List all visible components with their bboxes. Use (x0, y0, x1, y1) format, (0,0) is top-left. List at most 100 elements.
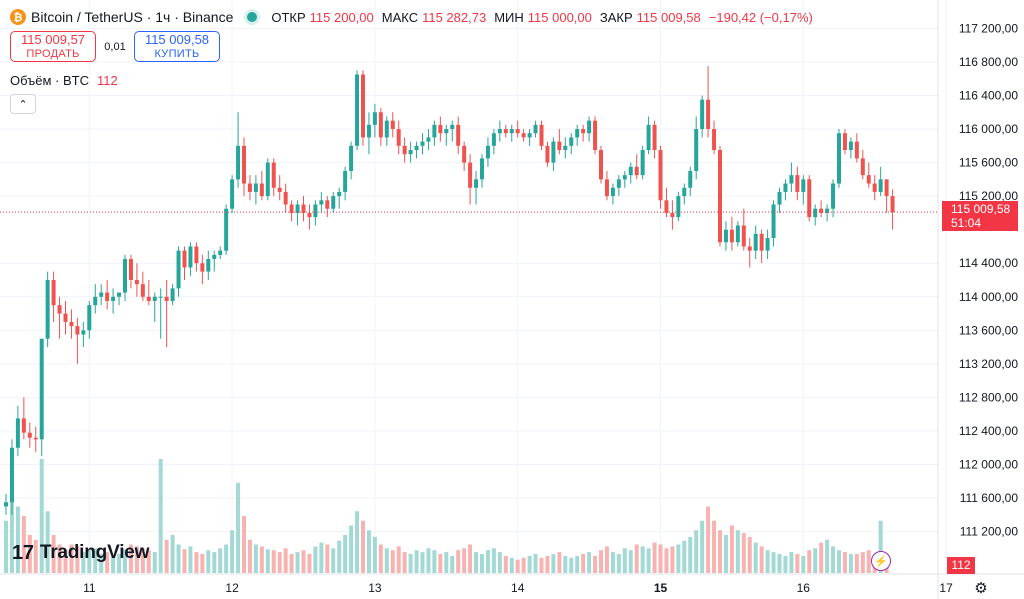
candle-body (218, 250, 223, 255)
volume-bar (741, 533, 746, 573)
candle-body (51, 280, 56, 306)
candle-body (557, 141, 562, 150)
volume-bar (831, 546, 836, 573)
volume-bar (111, 555, 116, 573)
candle-body (860, 158, 865, 176)
candle-body (884, 179, 889, 197)
price-tick-label: 116 000,00 (959, 122, 1018, 136)
price-tick-label: 117 200,00 (959, 21, 1018, 35)
volume-bar (599, 550, 603, 573)
volume-bar (771, 552, 776, 573)
candle-body (99, 292, 104, 297)
time-tick-label: 12 (225, 581, 239, 595)
sell-button[interactable]: 115 009,57 ПРОДАТЬ (10, 31, 96, 62)
volume-bar (117, 554, 122, 573)
candle-body (396, 129, 401, 146)
last-price-value: 115 009,58 (951, 202, 1011, 216)
settings-gear-icon[interactable]: ⚙ (974, 580, 988, 597)
volume-bar (396, 546, 401, 573)
ohlc-close-key: ЗАКР (599, 9, 633, 25)
volume-bar (450, 555, 455, 573)
collapse-legend-button[interactable]: ⌃ (10, 94, 36, 114)
candle-body (408, 150, 413, 155)
candle-body (682, 187, 687, 197)
symbol-title[interactable]: Bitcoin / TetherUS · 1ч · Binance (31, 9, 234, 25)
volume-bar (783, 555, 788, 573)
price-axis[interactable]: 117 200,00 116 800,00 116 400,00 116 000,00… (959, 21, 1018, 538)
candle-body (170, 288, 175, 301)
volume-bar (652, 542, 657, 573)
volume-bar (164, 539, 169, 573)
candle-body (349, 145, 354, 171)
last-volume-label: 112 (947, 557, 975, 574)
candle-body (831, 183, 836, 209)
volume-bar (474, 552, 479, 573)
volume-bar (878, 520, 883, 573)
volume-bar (45, 511, 50, 573)
candle-body (545, 145, 550, 163)
volume-bar (718, 530, 722, 573)
volume-bar (384, 548, 389, 573)
candle-body (753, 233, 758, 251)
volume-legend[interactable]: Объём · BTC 112 (10, 73, 118, 88)
candle-body (283, 191, 288, 205)
candle-body (515, 129, 520, 134)
candle-body (230, 179, 235, 209)
candle-body (361, 74, 365, 138)
candle-body (75, 326, 80, 335)
volume-bar (557, 552, 562, 573)
volume-bar (51, 535, 56, 573)
buy-price: 115 009,58 (144, 31, 210, 47)
candle-body (152, 296, 157, 301)
candle-body (390, 120, 395, 130)
volume-bar (301, 550, 306, 573)
volume-bar (462, 548, 467, 573)
tradingview-logo[interactable]: 17 TradingView (12, 540, 149, 566)
candle-body (4, 502, 8, 507)
candle-body (384, 120, 389, 138)
candle-body (134, 280, 139, 285)
volume-bar (444, 552, 449, 573)
candle-body (527, 133, 532, 138)
candle-body (474, 179, 479, 188)
volume-bar (503, 555, 508, 573)
candle-body (372, 112, 377, 125)
time-tick-label: 17 (939, 581, 953, 595)
volume-bar (825, 539, 830, 573)
volume-bar (230, 530, 235, 573)
candle-body (426, 137, 431, 142)
candle-body (63, 313, 68, 322)
volume-bar (842, 552, 847, 573)
time-axis[interactable]: 11 12 13 14 15 16 17 (83, 581, 953, 595)
volume-bar (253, 544, 258, 573)
volume-bar (622, 548, 627, 573)
flash-icon[interactable]: ⚡ (871, 551, 891, 571)
volume-bar (325, 544, 330, 573)
candle-body (414, 145, 419, 150)
candle-body (777, 191, 782, 205)
volume-bar (105, 552, 110, 573)
volume-bar (146, 550, 151, 573)
candle-body (337, 191, 342, 197)
candle-body (164, 296, 169, 301)
candle-body (366, 124, 371, 138)
ohlc-low-key: МИН (494, 9, 524, 25)
volume-bar (509, 557, 514, 573)
volume-bar (759, 546, 764, 573)
volume-bar (765, 550, 770, 573)
candle-body (450, 124, 455, 130)
candle-body (634, 166, 639, 176)
volume-bar (700, 520, 705, 573)
candle-body (670, 212, 675, 218)
bar-countdown: 51:04 (951, 216, 982, 230)
buy-button[interactable]: 115 009,58 КУПИТЬ (134, 31, 220, 62)
candle-body (105, 292, 110, 301)
market-status-icon[interactable] (247, 12, 258, 22)
price-tick-label: 112 400,00 (959, 424, 1018, 438)
candle-body (259, 183, 264, 197)
volume-bar (408, 554, 413, 573)
volume-bar (664, 548, 669, 573)
candle-body (723, 229, 728, 243)
candle-body (271, 162, 276, 188)
